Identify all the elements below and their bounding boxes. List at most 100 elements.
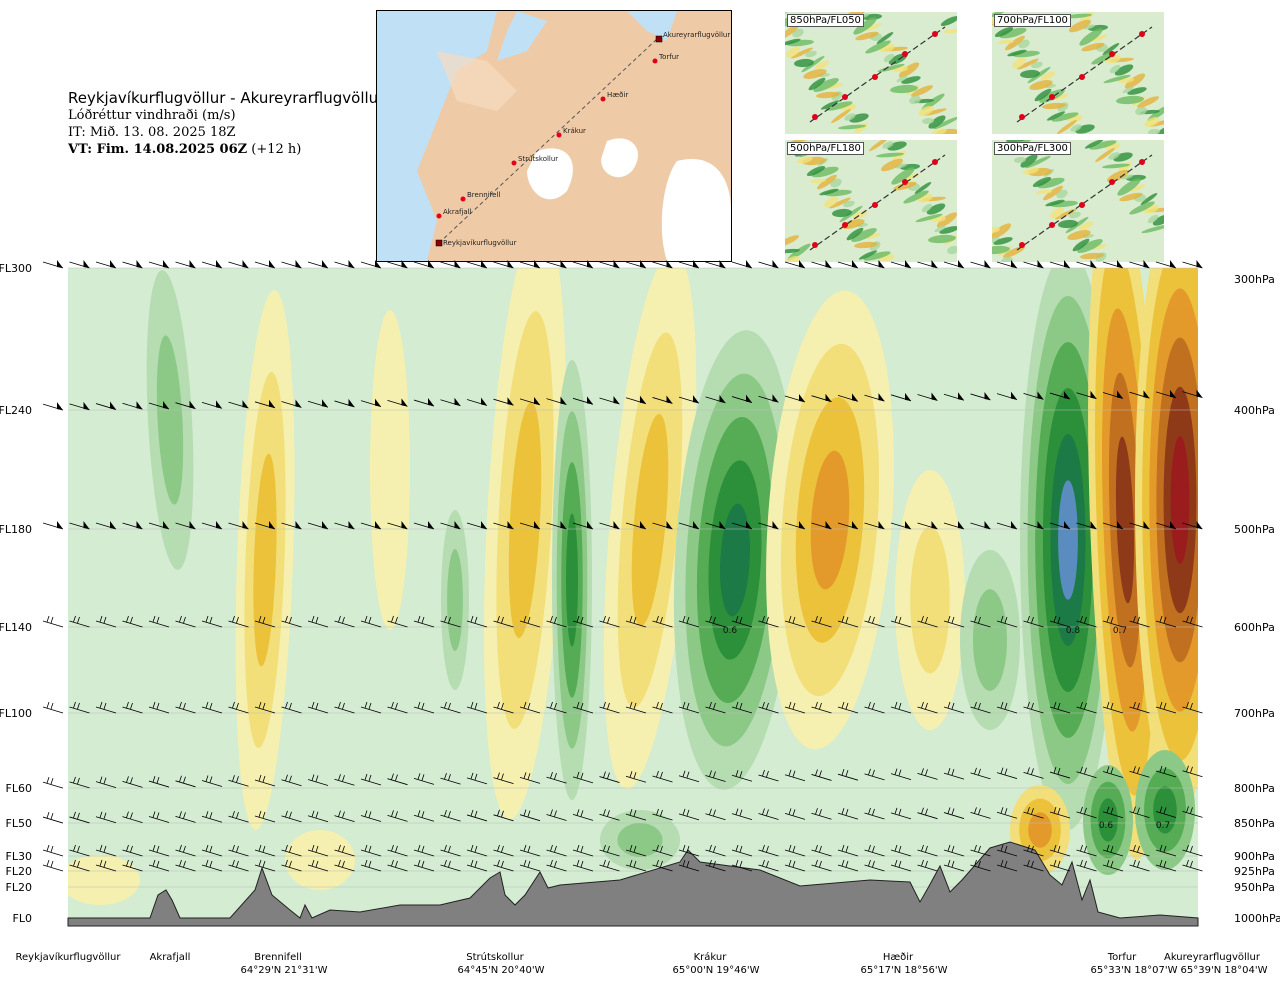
wind-barb — [1076, 766, 1097, 779]
wind-barb — [864, 807, 885, 820]
map-point — [435, 239, 443, 247]
wind-barb — [95, 260, 117, 269]
wind-barb — [705, 859, 726, 872]
wind-barb — [705, 394, 726, 404]
wind-barb — [1023, 615, 1044, 628]
wind-barb — [625, 771, 647, 783]
right-axis-label: 700hPa — [1234, 707, 1275, 720]
wind-barb — [996, 859, 1018, 872]
thumb-blob — [1072, 238, 1090, 252]
thumb-blob — [903, 190, 929, 204]
wind-barb — [705, 844, 726, 857]
route-map: Akureyrarflugvöllur Torfur Hæðir Krákur Strú… — [376, 10, 732, 262]
wind-barb — [228, 400, 249, 409]
wind-barb — [546, 260, 567, 269]
wind-barb — [307, 844, 329, 857]
wind-barb — [175, 811, 196, 823]
wind-barb — [890, 844, 912, 857]
wind-barb — [705, 808, 726, 821]
wind-barb — [466, 772, 488, 785]
wind-barb — [69, 401, 90, 411]
wind-barb — [519, 701, 541, 714]
thumb-blob — [1036, 189, 1052, 195]
wind-contour — [285, 830, 355, 890]
thumb-blob — [785, 248, 800, 254]
wind-barb — [466, 701, 488, 714]
wind-barb — [69, 260, 90, 269]
thumb-blob — [915, 213, 943, 223]
wind-barb — [360, 521, 382, 530]
wind-barb — [1155, 701, 1177, 714]
wind-barb — [228, 701, 249, 714]
thumb-blob — [1003, 246, 1025, 258]
wind-barb — [175, 260, 196, 269]
wind-barb — [1049, 806, 1071, 819]
thumb-500[interactable]: 500hPa/FL180 — [785, 140, 957, 262]
station-labels: Reykjavíkurflugvöllur Akrafjall Brennifell… — [16, 951, 1268, 976]
wind-barb — [228, 859, 249, 872]
thumb-300[interactable]: 300hPa/FL300 — [992, 140, 1164, 262]
wind-barb — [1155, 615, 1177, 628]
wind-barb — [334, 521, 355, 530]
thumb-700[interactable]: 700hPa/FL100 — [992, 12, 1164, 134]
wind-barb — [440, 397, 461, 407]
map-point — [460, 196, 466, 202]
wind-barb — [758, 844, 779, 857]
wind-barb — [996, 260, 1018, 269]
wind-contour — [253, 453, 277, 667]
wind-barb — [1102, 615, 1124, 628]
map-point-label: Akureyrarflugvöllur — [663, 31, 730, 39]
wind-barb — [1076, 806, 1097, 819]
thumb-blob — [992, 236, 1000, 244]
wind-barb — [599, 771, 620, 783]
thumb-point — [1079, 74, 1085, 80]
wind-barb — [678, 701, 700, 714]
thumb-blob — [926, 203, 946, 215]
wind-barb — [387, 773, 408, 786]
wind-barb — [917, 768, 938, 780]
map-point — [556, 132, 562, 138]
wind-barb — [148, 521, 170, 530]
wind-barb — [811, 769, 832, 781]
wind-barb — [201, 400, 223, 409]
wind-barb — [1102, 859, 1124, 872]
wind-barb — [254, 399, 276, 409]
wind-barb — [148, 701, 170, 714]
wind-barb — [1076, 521, 1097, 530]
thumb-blob — [999, 27, 1027, 39]
wind-barb — [864, 844, 885, 857]
thumb-blob — [1108, 152, 1120, 160]
wind-barb — [1182, 260, 1203, 269]
wind-barb — [334, 859, 355, 872]
wind-barb — [413, 859, 435, 872]
map-point-label: Akrafjall — [443, 208, 472, 216]
thumb-blob — [816, 91, 840, 99]
thumb-blob — [1079, 28, 1103, 46]
wind-barb — [1102, 844, 1124, 857]
wind-barb — [42, 777, 64, 789]
wind-barb — [572, 521, 594, 530]
thumb-blob — [876, 152, 904, 158]
wind-barb — [387, 810, 408, 822]
wind-barb — [758, 615, 779, 628]
thumb-blob — [921, 203, 933, 213]
thumb-850[interactable]: 850hPa/FL050 — [785, 12, 957, 134]
wind-barb — [413, 260, 435, 269]
right-axis-label: 900hPa — [1234, 850, 1275, 863]
wind-barb — [254, 260, 276, 269]
wind-barb — [519, 521, 541, 530]
wind-barb — [1102, 521, 1124, 530]
right-axis-label: 600hPa — [1234, 621, 1275, 634]
thumb-blob — [891, 167, 915, 185]
thumb-blob — [936, 212, 957, 228]
wind-barb — [281, 859, 302, 872]
thumb-blob — [808, 77, 826, 91]
wind-barb — [625, 615, 647, 628]
thumb-blob — [851, 228, 877, 242]
wind-barb — [1182, 765, 1203, 778]
wind-barb — [864, 859, 885, 872]
wind-barb — [440, 260, 461, 269]
wind-contour — [1058, 480, 1078, 600]
wind-barb — [307, 399, 329, 408]
thumb-blob — [858, 250, 878, 260]
